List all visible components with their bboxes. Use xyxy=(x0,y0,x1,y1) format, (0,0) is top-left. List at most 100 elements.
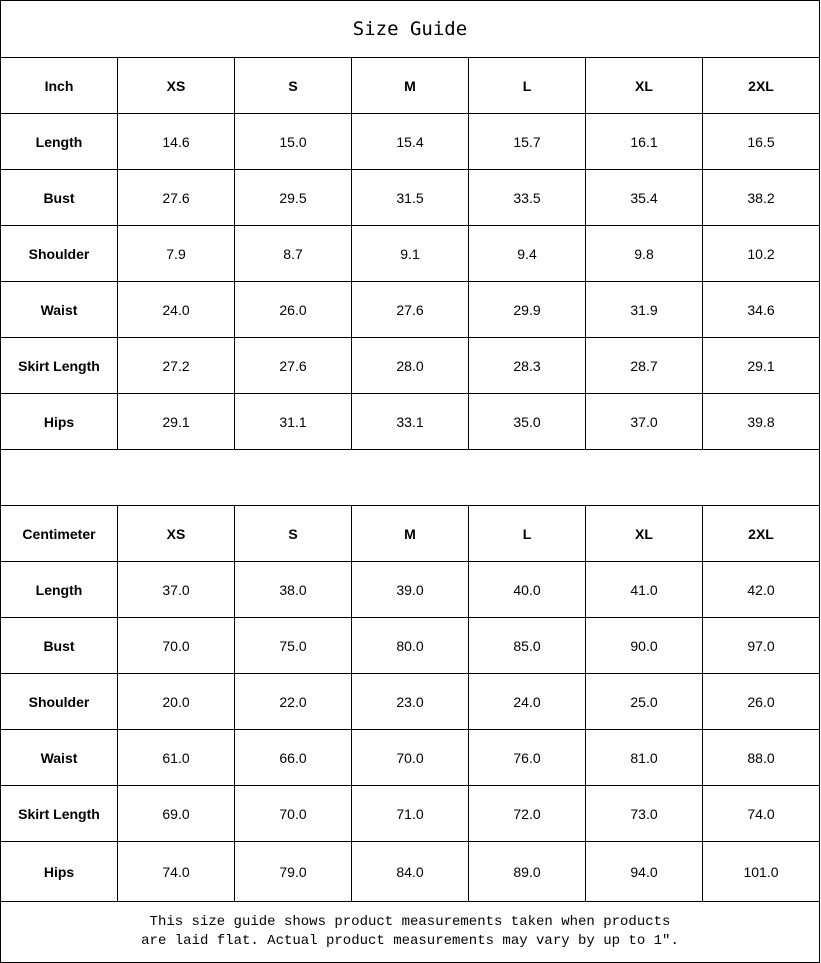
inch-table-header-cell: 2XL xyxy=(702,57,820,114)
measurement-value: 38.0 xyxy=(234,561,352,618)
measurement-value: 29.1 xyxy=(117,393,235,450)
footer-row: This size guide shows product measuremen… xyxy=(0,901,820,963)
measurement-value: 70.0 xyxy=(351,729,469,786)
cm-table-header-cell: 2XL xyxy=(702,505,820,562)
measurement-value: 29.5 xyxy=(234,169,352,226)
measurement-value: 88.0 xyxy=(702,729,820,786)
measurement-value: 28.7 xyxy=(585,337,703,394)
measurement-value: 14.6 xyxy=(117,113,235,170)
measurement-value: 24.0 xyxy=(468,673,586,730)
measurement-value: 74.0 xyxy=(117,841,235,902)
cm-table-header-cell: XL xyxy=(585,505,703,562)
measurement-value: 74.0 xyxy=(702,785,820,842)
measurement-value: 73.0 xyxy=(585,785,703,842)
measurement-value: 37.0 xyxy=(585,393,703,450)
measurement-value: 9.1 xyxy=(351,225,469,282)
measurement-value: 33.1 xyxy=(351,393,469,450)
measurement-label: Hips xyxy=(0,393,118,450)
measurement-value: 27.6 xyxy=(234,337,352,394)
measurement-value: 29.1 xyxy=(702,337,820,394)
measurement-value: 40.0 xyxy=(468,561,586,618)
measurement-value: 66.0 xyxy=(234,729,352,786)
footer-line-2: are laid flat. Actual product measuremen… xyxy=(141,933,679,949)
measurement-value: 42.0 xyxy=(702,561,820,618)
spacer-cell xyxy=(0,449,820,506)
cm-table-header-cell: Centimeter xyxy=(0,505,118,562)
measurement-value: 84.0 xyxy=(351,841,469,902)
measurement-value: 71.0 xyxy=(351,785,469,842)
measurement-value: 70.0 xyxy=(117,617,235,674)
table-row: Waist 24.0 26.0 27.6 29.9 31.9 34.6 xyxy=(0,281,820,338)
measurement-value: 8.7 xyxy=(234,225,352,282)
measurement-label: Waist xyxy=(0,281,118,338)
measurement-value: 25.0 xyxy=(585,673,703,730)
cm-table-header-cell: L xyxy=(468,505,586,562)
measurement-label: Skirt Length xyxy=(0,337,118,394)
measurement-value: 31.5 xyxy=(351,169,469,226)
measurement-value: 79.0 xyxy=(234,841,352,902)
measurement-value: 37.0 xyxy=(117,561,235,618)
measurement-value: 15.0 xyxy=(234,113,352,170)
measurement-value: 16.1 xyxy=(585,113,703,170)
measurement-value: 10.2 xyxy=(702,225,820,282)
measurement-value: 61.0 xyxy=(117,729,235,786)
spacer-row xyxy=(0,449,820,506)
measurement-label: Shoulder xyxy=(0,225,118,282)
table-row: Shoulder 7.9 8.7 9.1 9.4 9.8 10.2 xyxy=(0,225,820,282)
measurement-label: Length xyxy=(0,113,118,170)
measurement-value: 31.1 xyxy=(234,393,352,450)
measurement-value: 85.0 xyxy=(468,617,586,674)
measurement-label: Bust xyxy=(0,169,118,226)
cm-table-header-row: Centimeter XS S M L XL 2XL xyxy=(0,505,820,562)
cm-table-header-cell: M xyxy=(351,505,469,562)
measurement-label: Skirt Length xyxy=(0,785,118,842)
measurement-value: 20.0 xyxy=(117,673,235,730)
measurement-value: 97.0 xyxy=(702,617,820,674)
title-row: Size Guide xyxy=(0,0,820,58)
measurement-value: 22.0 xyxy=(234,673,352,730)
table-row: Length 37.0 38.0 39.0 40.0 41.0 42.0 xyxy=(0,561,820,618)
measurement-value: 26.0 xyxy=(234,281,352,338)
measurement-value: 15.7 xyxy=(468,113,586,170)
table-row: Skirt Length 27.2 27.6 28.0 28.3 28.7 29.1 xyxy=(0,337,820,394)
measurement-value: 35.0 xyxy=(468,393,586,450)
measurement-value: 76.0 xyxy=(468,729,586,786)
measurement-label: Hips xyxy=(0,841,118,902)
inch-table-header-cell: XL xyxy=(585,57,703,114)
measurement-value: 23.0 xyxy=(351,673,469,730)
measurement-value: 24.0 xyxy=(117,281,235,338)
measurement-value: 27.2 xyxy=(117,337,235,394)
inch-table-header-cell: S xyxy=(234,57,352,114)
table-row: Hips 29.1 31.1 33.1 35.0 37.0 39.8 xyxy=(0,393,820,450)
measurement-label: Shoulder xyxy=(0,673,118,730)
table-row: Length 14.6 15.0 15.4 15.7 16.1 16.5 xyxy=(0,113,820,170)
table-row: Shoulder 20.0 22.0 23.0 24.0 25.0 26.0 xyxy=(0,673,820,730)
measurement-value: 29.9 xyxy=(468,281,586,338)
inch-table-header-cell: M xyxy=(351,57,469,114)
measurement-value: 101.0 xyxy=(702,841,820,902)
measurement-value: 27.6 xyxy=(351,281,469,338)
measurement-value: 81.0 xyxy=(585,729,703,786)
inch-table-header-cell: L xyxy=(468,57,586,114)
measurement-value: 35.4 xyxy=(585,169,703,226)
measurement-value: 34.6 xyxy=(702,281,820,338)
measurement-value: 27.6 xyxy=(117,169,235,226)
page-title: Size Guide xyxy=(0,0,820,58)
measurement-value: 70.0 xyxy=(234,785,352,842)
measurement-value: 16.5 xyxy=(702,113,820,170)
measurement-value: 69.0 xyxy=(117,785,235,842)
table-row: Skirt Length 69.0 70.0 71.0 72.0 73.0 74.0 xyxy=(0,785,820,842)
table-row: Hips 74.0 79.0 84.0 89.0 94.0 101.0 xyxy=(0,841,820,902)
measurement-value: 15.4 xyxy=(351,113,469,170)
measurement-label: Waist xyxy=(0,729,118,786)
inch-table-header-cell: XS xyxy=(117,57,235,114)
table-row: Waist 61.0 66.0 70.0 76.0 81.0 88.0 xyxy=(0,729,820,786)
measurement-value: 26.0 xyxy=(702,673,820,730)
cm-table-header-cell: XS xyxy=(117,505,235,562)
measurement-value: 9.8 xyxy=(585,225,703,282)
inch-table-header-cell: Inch xyxy=(0,57,118,114)
measurement-value: 80.0 xyxy=(351,617,469,674)
inch-table-header-row: Inch XS S M L XL 2XL xyxy=(0,57,820,114)
measurement-value: 7.9 xyxy=(117,225,235,282)
